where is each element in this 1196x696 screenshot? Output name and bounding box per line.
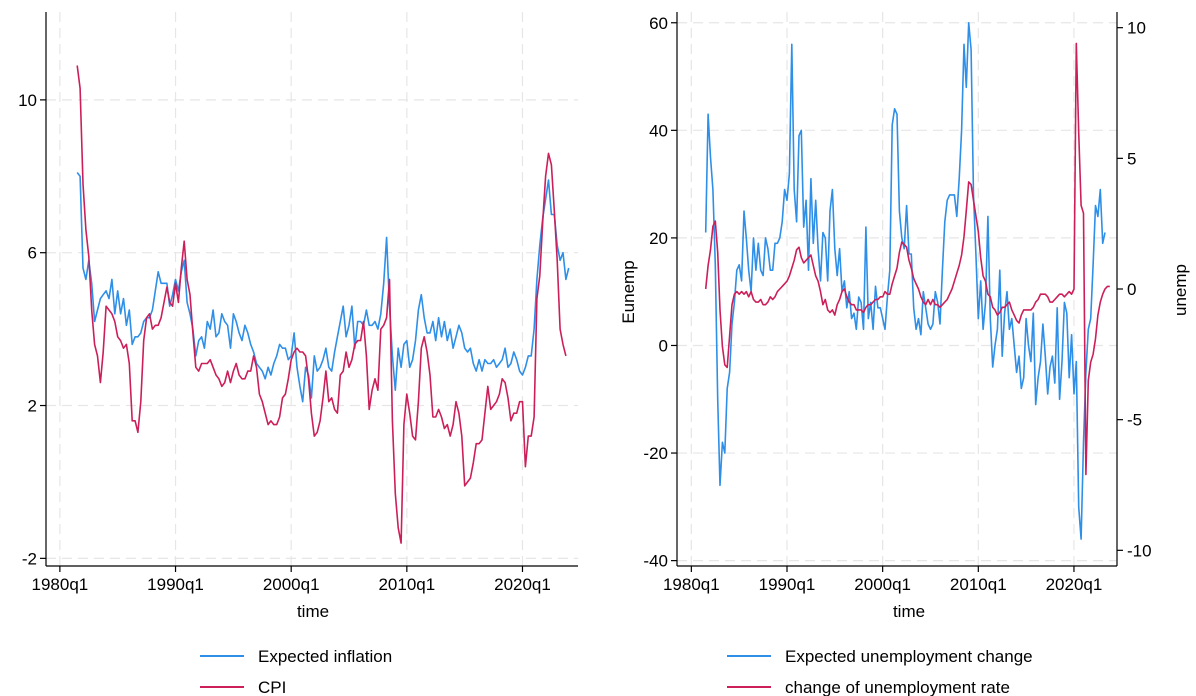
series-line-cpi [76,65,567,544]
right-chart-grid [677,12,1117,566]
legend-label-expected-inflation: Expected inflation [258,647,392,666]
y-tick-label: -2 [22,549,37,568]
y2-tick-label: 5 [1127,149,1136,168]
right-y-axis-label: Eunemp [619,260,638,323]
y-tick-label: 0 [659,336,668,355]
y-tick-label: 40 [649,121,668,140]
y-tick-label: 2 [28,397,37,416]
x-tick-label: 1990q1 [759,575,816,594]
y-tick-label: 10 [18,91,37,110]
right-y2-axis-label: unemp [1171,264,1190,316]
left-chart: 1980q1 1990q1 2000q1 2010q1 2020q1 -2 2 6 10 ti… [18,12,578,696]
legend-label-cpi: CPI [258,678,286,696]
legend-label-change-of-unemployment-rate: change of unemployment rate [785,678,1010,696]
left-chart-grid [46,12,578,566]
left-x-axis-label: time [297,602,329,621]
x-tick-label: 2020q1 [1046,575,1103,594]
y-tick-label: -40 [643,552,668,571]
right-y2-ticks: -10 -5 0 5 10 [1117,19,1152,560]
y-tick-label: 60 [649,14,668,33]
right-chart-lines [704,22,1110,540]
left-chart-lines [76,65,570,544]
legend-label-expected-unemployment-change: Expected unemployment change [785,647,1033,666]
x-tick-label: 1980q1 [663,575,720,594]
x-tick-label: 1990q1 [147,575,204,594]
x-tick-label: 2010q1 [378,575,435,594]
x-tick-label: 2020q1 [494,575,551,594]
series-line-change-of-unemployment-rate [704,42,1110,476]
y-tick-label: -20 [643,444,668,463]
left-x-ticks: 1980q1 1990q1 2000q1 2010q1 2020q1 [32,566,551,594]
right-y-ticks: -40 -20 0 20 40 60 [643,14,677,571]
y2-tick-label: 0 [1127,280,1136,299]
right-legend: Expected unemployment change change of u… [727,647,1033,696]
y-tick-label: 6 [28,244,37,263]
x-tick-label: 2000q1 [854,575,911,594]
y2-tick-label: 10 [1127,19,1146,38]
x-tick-label: 2010q1 [950,575,1007,594]
series-line-expected-inflation [76,172,570,403]
x-tick-label: 1980q1 [32,575,89,594]
y2-tick-label: -5 [1127,411,1142,430]
left-y-ticks: -2 2 6 10 [18,91,46,568]
left-legend: Expected inflation CPI [200,647,392,696]
y-tick-label: 20 [649,229,668,248]
right-x-axis-label: time [893,602,925,621]
series-line-expected-unemployment-change [704,22,1106,540]
y2-tick-label: -10 [1127,541,1152,560]
right-chart: 1980q1 1990q1 2000q1 2010q1 2020q1 -40 -20 0 20… [619,12,1190,696]
right-x-ticks: 1980q1 1990q1 2000q1 2010q1 2020q1 [663,566,1102,594]
x-tick-label: 2000q1 [263,575,320,594]
